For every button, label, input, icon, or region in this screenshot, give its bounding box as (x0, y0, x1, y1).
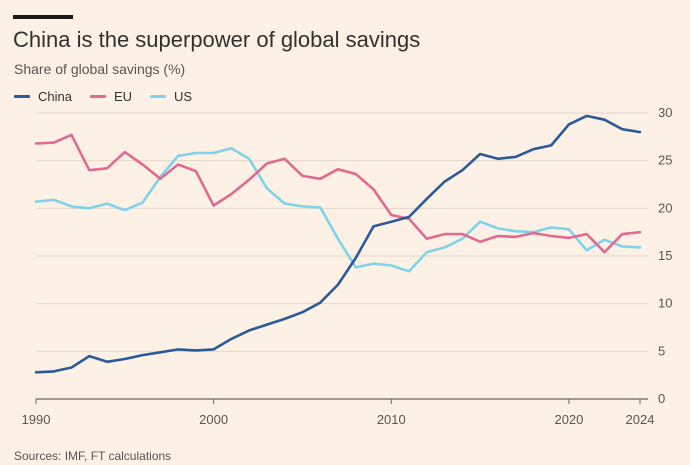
brand-rule (13, 15, 73, 19)
legend: China EU US (14, 89, 192, 104)
legend-swatch-eu (89, 95, 106, 98)
legend-item-us: US (150, 89, 192, 104)
y-tick-label: 15 (658, 248, 672, 263)
series-line-us (34, 147, 642, 273)
series-line-china (34, 114, 642, 374)
x-tick-label: 2000 (199, 412, 228, 427)
y-tick-label: 20 (658, 200, 672, 215)
chart-title: China is the superpower of global saving… (13, 27, 421, 52)
legend-swatch-china (14, 95, 30, 98)
x-tick-label: 2010 (377, 412, 406, 427)
y-tick-label: 0 (658, 391, 665, 406)
y-tick-label: 5 (658, 343, 665, 358)
x-tick-label: 2020 (554, 412, 583, 427)
chart-subtitle: Share of global savings (%) (14, 61, 186, 77)
source-note: Sources: IMF, FT calculations (14, 449, 172, 463)
legend-item-eu: EU (89, 89, 133, 104)
legend-label-eu: EU (113, 89, 133, 104)
x-tick-label: 1990 (22, 412, 51, 427)
y-tick-label: 30 (658, 105, 672, 120)
legend-label-us: US (174, 89, 193, 104)
x-tick-label: 2024 (626, 412, 655, 427)
legend-item-china: China (14, 89, 72, 104)
y-tick-label: 25 (658, 153, 672, 168)
y-tick-label: 10 (658, 296, 672, 311)
legend-swatch-us (150, 95, 167, 98)
legend-label-china: China (38, 89, 72, 104)
series-line-eu (34, 133, 642, 254)
